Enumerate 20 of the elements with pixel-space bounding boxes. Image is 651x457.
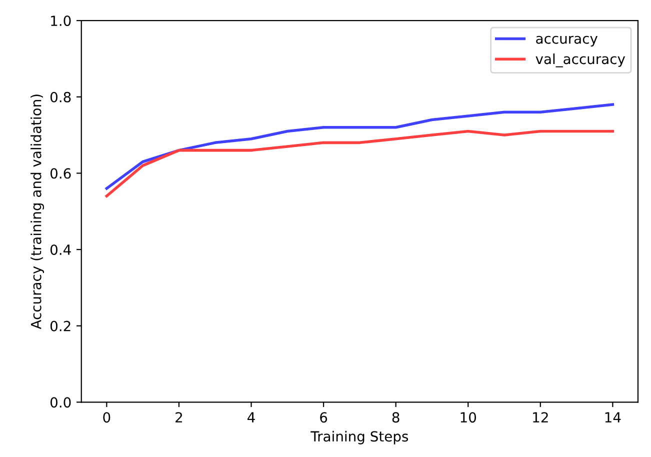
y-tick-label: 0.0	[50, 397, 71, 408]
x-tick-label: 2	[176, 412, 182, 422]
line-series	[105, 103, 614, 190]
y-tick-label: 0.6	[50, 168, 71, 179]
legend-label: accuracy	[536, 36, 598, 47]
y-tick-label: 1.0	[51, 16, 71, 26]
y-tick-label: 0.4	[50, 244, 71, 255]
x-tick-label: 4	[248, 412, 255, 422]
y-tick-label: 0.8	[50, 92, 71, 102]
x-tick-label: 12	[533, 412, 548, 422]
line-series	[105, 130, 614, 198]
legend-label: val_accuracy	[536, 53, 626, 68]
x-tick-label: 14	[605, 412, 621, 422]
y-tick-label: 0.2	[50, 320, 70, 332]
x-tick-label: 10	[460, 412, 476, 423]
x-tick-label: 8	[392, 412, 400, 423]
x-tick-label: 6	[320, 412, 328, 423]
y-axis-title: Accuracy (training and validation)	[30, 94, 44, 330]
x-axis-title: Training Steps	[310, 430, 408, 444]
x-tick-label: 0	[103, 412, 110, 423]
